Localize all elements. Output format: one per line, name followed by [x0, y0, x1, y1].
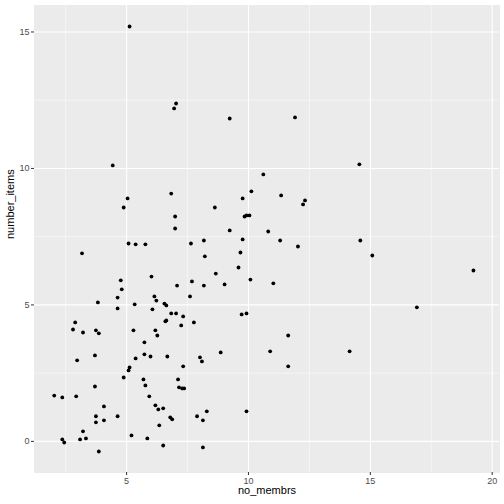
svg-text:0: 0 — [24, 436, 29, 446]
svg-text:no_membrs: no_membrs — [238, 484, 297, 496]
svg-text:15: 15 — [19, 27, 29, 37]
svg-text:15: 15 — [365, 476, 375, 486]
svg-text:10: 10 — [243, 475, 254, 486]
svg-text:5: 5 — [24, 300, 29, 310]
svg-text:20: 20 — [487, 476, 497, 486]
svg-text:5: 5 — [124, 476, 129, 486]
svg-text:10: 10 — [19, 163, 29, 173]
svg-text:number_items: number_items — [4, 169, 16, 239]
